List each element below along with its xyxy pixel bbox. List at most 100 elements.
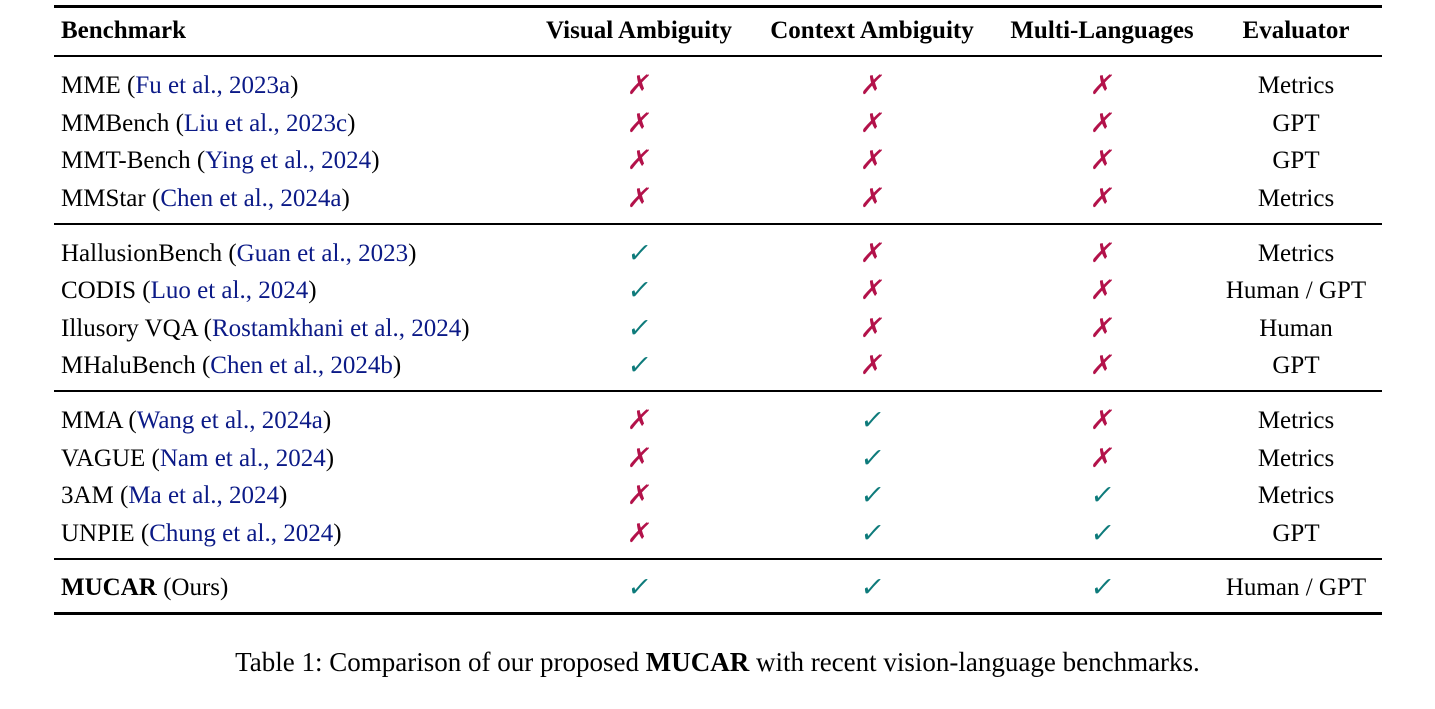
- cross-icon: ✗: [625, 183, 654, 214]
- check-icon: ✓: [1088, 480, 1117, 511]
- evaluator-cell: GPT: [1272, 352, 1320, 379]
- cross-icon: ✗: [1088, 70, 1117, 101]
- benchmark-title: MMA: [61, 407, 123, 434]
- cross-icon: ✗: [625, 480, 654, 511]
- multi-languages-cell: ✗: [999, 403, 1205, 439]
- visual-ambiguity-cell: ✗: [534, 143, 744, 179]
- header-evaluator: Evaluator: [1242, 17, 1350, 44]
- group-rule-3: [54, 558, 1382, 560]
- check-icon: ✓: [858, 480, 887, 511]
- benchmark-title: MMStar: [61, 185, 146, 212]
- citation-link[interactable]: Chung et al., 2024: [149, 520, 334, 547]
- visual-ambiguity-cell: ✓: [534, 273, 744, 309]
- benchmark-name: MMT-Bench (Ying et al., 2024): [61, 147, 380, 174]
- check-icon: ✓: [858, 572, 887, 603]
- cross-icon: ✗: [625, 518, 654, 549]
- benchmark-title: MHaluBench: [61, 352, 196, 379]
- cross-icon: ✗: [858, 350, 887, 381]
- citation-link[interactable]: Ma et al., 2024: [128, 482, 280, 509]
- multi-languages-cell: ✗: [999, 106, 1205, 142]
- table-caption: Table 1: Comparison of our proposed MUCA…: [0, 644, 1435, 680]
- table-row: MMStar (Chen et al., 2024a) ✗ ✗ ✗ Metrics: [54, 181, 1382, 217]
- cross-icon: ✗: [1088, 275, 1117, 306]
- caption-suffix: with recent vision-language benchmarks.: [749, 647, 1200, 677]
- evaluator-cell: GPT: [1272, 147, 1320, 174]
- multi-languages-cell: ✗: [999, 311, 1205, 347]
- cross-icon: ✗: [858, 238, 887, 269]
- context-ambiguity-cell: ✓: [756, 441, 988, 477]
- table-row: MMBench (Liu et al., 2023c) ✗ ✗ ✗ GPT: [54, 106, 1382, 142]
- benchmark-name: HallusionBench (Guan et al., 2023): [61, 240, 417, 267]
- check-icon: ✓: [858, 518, 887, 549]
- benchmark-name: MMA (Wang et al., 2024a): [61, 407, 332, 434]
- multi-languages-cell: ✗: [999, 68, 1205, 104]
- benchmark-title: HallusionBench: [61, 240, 223, 267]
- header-context-ambiguity: Context Ambiguity: [770, 17, 974, 44]
- table-row: 3AM (Ma et al., 2024) ✗ ✓ ✓ Metrics: [54, 478, 1382, 514]
- evaluator-cell: Metrics: [1257, 482, 1335, 509]
- benchmark-name: 3AM (Ma et al., 2024): [61, 482, 288, 509]
- benchmark-title: CODIS: [61, 277, 137, 304]
- citation-link[interactable]: Nam et al., 2024: [159, 445, 326, 472]
- benchmark-title: MUCAR: [61, 574, 157, 601]
- context-ambiguity-cell: ✓: [756, 570, 988, 606]
- check-icon: ✓: [625, 350, 654, 381]
- header-multi-languages: Multi-Languages: [1010, 17, 1194, 44]
- citation-link[interactable]: Luo et al., 2024: [150, 277, 309, 304]
- table-row: VAGUE (Nam et al., 2024) ✗ ✓ ✗ Metrics: [54, 441, 1382, 477]
- table-row: CODIS (Luo et al., 2024) ✓ ✗ ✗ Human / GPT: [54, 273, 1382, 309]
- cross-icon: ✗: [1088, 405, 1117, 436]
- context-ambiguity-cell: ✓: [756, 403, 988, 439]
- citation-link[interactable]: Liu et al., 2023c: [183, 110, 348, 137]
- visual-ambiguity-cell: ✗: [534, 68, 744, 104]
- benchmark-name: UNPIE (Chung et al., 2024): [61, 520, 342, 547]
- group-rule-2: [54, 390, 1382, 392]
- cross-icon: ✗: [1088, 183, 1117, 214]
- citation-link[interactable]: Ying et al., 2024: [205, 147, 372, 174]
- benchmark-name: MMStar (Chen et al., 2024a): [61, 185, 350, 212]
- ours-label: (Ours): [163, 574, 229, 601]
- cross-icon: ✗: [1088, 108, 1117, 139]
- cross-icon: ✗: [858, 313, 887, 344]
- visual-ambiguity-cell: ✗: [534, 106, 744, 142]
- table-row: HallusionBench (Guan et al., 2023) ✓ ✗ ✗ Met…: [54, 236, 1382, 272]
- evaluator-cell: Metrics: [1257, 185, 1335, 212]
- visual-ambiguity-cell: ✗: [534, 516, 744, 552]
- visual-ambiguity-cell: ✓: [534, 348, 744, 384]
- benchmark-title: MMT-Bench: [61, 147, 191, 174]
- multi-languages-cell: ✓: [999, 516, 1205, 552]
- multi-languages-cell: ✗: [999, 273, 1205, 309]
- header-benchmark: Benchmark: [61, 17, 186, 44]
- multi-languages-cell: ✓: [999, 570, 1205, 606]
- citation-link[interactable]: Chen et al., 2024a: [160, 185, 342, 212]
- cross-icon: ✗: [625, 405, 654, 436]
- citation-link[interactable]: Rostamkhani et al., 2024: [211, 315, 462, 342]
- citation-link[interactable]: Guan et al., 2023: [236, 240, 409, 267]
- multi-languages-cell: ✗: [999, 181, 1205, 217]
- benchmark-name: CODIS (Luo et al., 2024): [61, 277, 317, 304]
- visual-ambiguity-cell: ✓: [534, 570, 744, 606]
- check-icon: ✓: [858, 405, 887, 436]
- citation-link[interactable]: Fu et al., 2023a: [135, 72, 291, 99]
- context-ambiguity-cell: ✓: [756, 478, 988, 514]
- citation-link[interactable]: Chen et al., 2024b: [210, 352, 393, 379]
- evaluator-cell: Human / GPT: [1225, 574, 1367, 601]
- cross-icon: ✗: [1088, 443, 1117, 474]
- benchmark-name: MMBench (Liu et al., 2023c): [61, 110, 356, 137]
- table-header: Benchmark Visual Ambiguity Context Ambig…: [54, 13, 1382, 49]
- check-icon: ✓: [625, 238, 654, 269]
- group-rule-1: [54, 223, 1382, 225]
- cross-icon: ✗: [1088, 313, 1117, 344]
- evaluator-cell: Human / GPT: [1225, 277, 1367, 304]
- header-visual-ambiguity: Visual Ambiguity: [546, 17, 732, 44]
- multi-languages-cell: ✓: [999, 478, 1205, 514]
- cross-icon: ✗: [858, 145, 887, 176]
- cross-icon: ✗: [625, 443, 654, 474]
- benchmark-name: Illusory VQA (Rostamkhani et al., 2024): [61, 315, 470, 342]
- benchmark-title: UNPIE: [61, 520, 135, 547]
- bottom-rule: [54, 612, 1382, 615]
- context-ambiguity-cell: ✗: [756, 106, 988, 142]
- citation-link[interactable]: Wang et al., 2024a: [136, 407, 323, 434]
- check-icon: ✓: [625, 572, 654, 603]
- visual-ambiguity-cell: ✓: [534, 236, 744, 272]
